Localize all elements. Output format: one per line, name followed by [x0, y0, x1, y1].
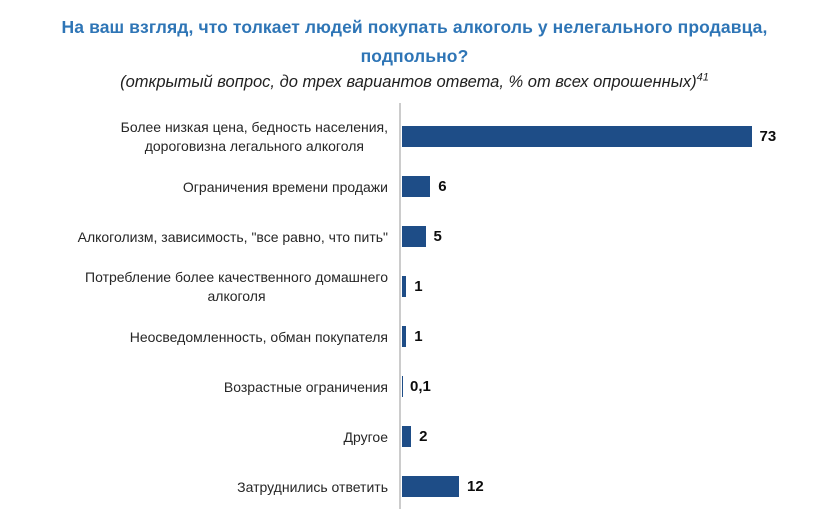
- plot-cell: 6: [400, 162, 829, 212]
- value-label: 0,1: [410, 378, 431, 396]
- value-label: 5: [433, 228, 442, 246]
- bar: [401, 426, 412, 448]
- category-label: Затруднились ответить: [237, 478, 388, 495]
- value-label: 73: [759, 128, 777, 146]
- subtitle-text: (открытый вопрос, до трех вариантов отве…: [120, 72, 697, 91]
- bar: [401, 376, 402, 398]
- bar: [401, 126, 752, 148]
- bar-row: Более низкая цена, бедность населения, д…: [0, 112, 829, 162]
- plot-cell: 2: [400, 412, 829, 462]
- plot-cell: 1: [400, 262, 829, 312]
- chart-header: На ваш взгляд, что толкает людей покупат…: [0, 0, 829, 92]
- bar-row: Алкоголизм, зависимость, "все равно, что…: [0, 212, 829, 262]
- bar: [401, 476, 459, 498]
- bar: [401, 226, 426, 248]
- value-label: 1: [414, 328, 423, 346]
- category-label: Возрастные ограничения: [223, 378, 388, 395]
- bar: [401, 176, 431, 198]
- plot-cell: 73: [400, 112, 829, 162]
- category-label: Ограничения времени продажи: [182, 178, 388, 195]
- bar-row: Затруднились ответить 12: [0, 462, 829, 512]
- plot-cell: 5: [400, 212, 829, 262]
- bar: [401, 276, 407, 298]
- category-label: Другое: [343, 428, 388, 445]
- category-label: Потребление более качественного домашнег…: [85, 269, 388, 304]
- value-label: 1: [414, 278, 423, 296]
- bar-row: Возрастные ограничения 0,1: [0, 362, 829, 412]
- plot-cell: 0,1: [400, 362, 829, 412]
- bar-row: Неосведомленность, обман покупателя 1: [0, 312, 829, 362]
- plot-cell: 1: [400, 312, 829, 362]
- value-label: 12: [467, 478, 484, 496]
- bar: [401, 326, 407, 348]
- category-label: Неосведомленность, обман покупателя: [129, 328, 388, 345]
- bar-chart: Более низкая цена, бедность населения, д…: [0, 102, 829, 512]
- bar-row: Ограничения времени продажи 6: [0, 162, 829, 212]
- value-label: 2: [419, 428, 428, 446]
- y-axis-line: [399, 102, 401, 509]
- chart-subtitle: (открытый вопрос, до трех вариантов отве…: [0, 71, 829, 92]
- value-label: 6: [438, 178, 447, 196]
- plot-cell: 12: [400, 462, 829, 512]
- category-label: Алкоголизм, зависимость, "все равно, что…: [77, 228, 388, 245]
- page-title: На ваш взгляд, что толкает людей покупат…: [61, 17, 768, 66]
- bar-row: Потребление более качественного домашнег…: [0, 262, 829, 312]
- category-label: Более низкая цена, бедность населения, д…: [120, 119, 388, 154]
- bar-row: Другое 2: [0, 412, 829, 462]
- footnote-marker: 41: [696, 71, 709, 84]
